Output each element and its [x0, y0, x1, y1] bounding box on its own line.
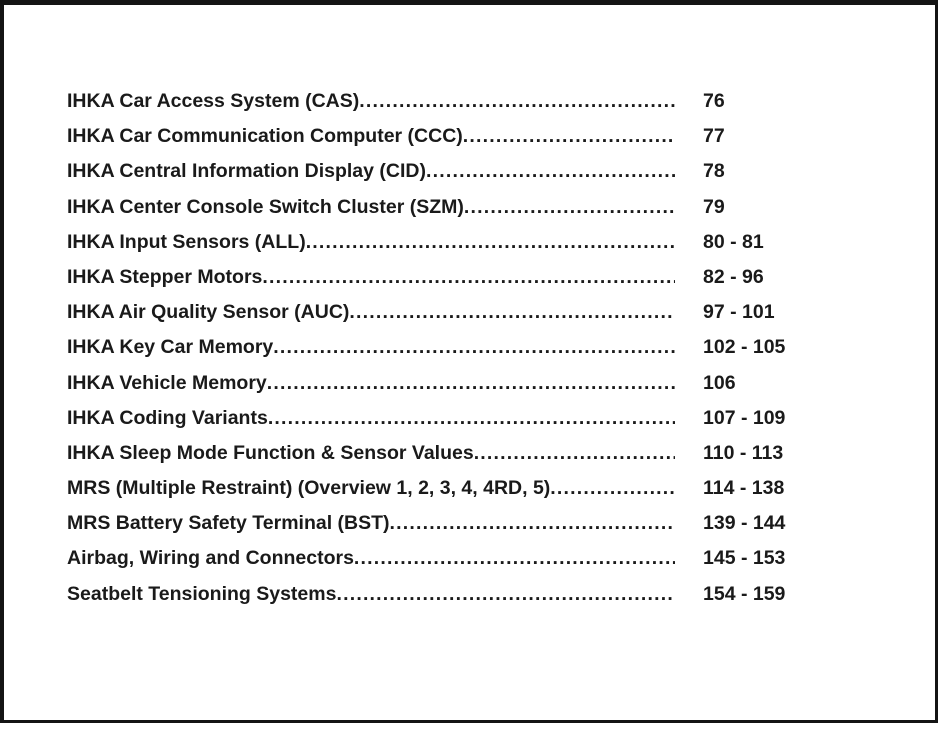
toc-entry-title: IHKA Car Access System (CAS) [67, 90, 360, 112]
toc-entry-pages: 154 - 159 [703, 582, 786, 605]
toc-leader-dots: ........................................… [550, 477, 675, 500]
toc-entry-left: IHKA Air Quality Sensor (AUC) ..........… [67, 295, 703, 330]
toc-entry-pages: 102 - 105 [703, 336, 786, 359]
toc-entry-left: IHKA Car Communication Computer (CCC) ..… [67, 119, 703, 154]
toc-entry-left: MRS (Multiple Restraint) (Overview 1, 2,… [67, 471, 703, 506]
toc-entry: IHKA Key Car Memory ....................… [67, 330, 882, 365]
toc-entry-left: IHKA Input Sensors (ALL) ...............… [67, 225, 703, 260]
toc-entry-pages: 106 [703, 371, 736, 394]
toc-entry: IHKA Air Quality Sensor (AUC) ..........… [67, 295, 882, 330]
toc-leader-dots: ........................................… [267, 406, 675, 429]
toc-entry: IHKA Center Console Switch Cluster (SZM)… [67, 190, 882, 225]
toc-entry: MRS Battery Safety Terminal (BST) ......… [67, 506, 882, 541]
toc-entry: Airbag, Wiring and Connectors ..........… [67, 541, 882, 576]
toc-entry-title: Airbag, Wiring and Connectors [67, 547, 354, 570]
toc-entry-pages: 114 - 138 [703, 477, 785, 500]
toc-entry-left: IHKA Key Car Memory ....................… [67, 330, 703, 365]
toc-entry: IHKA Coding Variants ...................… [67, 401, 882, 436]
toc-entry-left: IHKA Sleep Mode Function & Sensor Values… [67, 436, 703, 471]
toc-entry-pages: 79 [703, 195, 725, 218]
toc-leader-dots: ........................................… [462, 125, 675, 148]
toc-entry-left: IHKA Car Access System (CAS) ...........… [67, 84, 703, 119]
toc-entry: IHKA Vehicle Memory ....................… [67, 366, 882, 401]
toc-entry-pages: 80 - 81 [703, 230, 764, 253]
toc-entry-pages: 145 - 153 [703, 547, 786, 570]
toc-entry-title: IHKA Sleep Mode Function & Sensor Values [67, 441, 474, 464]
toc-entry-title: Seatbelt Tensioning Systems [67, 582, 337, 605]
toc-entry-title: IHKA Central Information Display (CID) [67, 160, 426, 183]
toc-leader-dots: ........................................… [336, 582, 675, 605]
toc-entry-left: MRS Battery Safety Terminal (BST) ......… [67, 506, 703, 541]
toc-entry-left: IHKA Coding Variants ...................… [67, 401, 703, 436]
toc-entry-pages: 77 [703, 125, 725, 148]
toc-leader-dots: ........................................… [463, 195, 675, 218]
toc-entry-pages: 78 [703, 160, 725, 183]
toc-leader-dots: ........................................… [425, 160, 675, 183]
toc-entry: IHKA Car Access System (CAS) ...........… [67, 84, 882, 119]
toc-entry-pages: 76 [703, 90, 725, 112]
toc-entry-title: MRS (Multiple Restraint) (Overview 1, 2,… [67, 477, 551, 500]
toc-entry-pages: 82 - 96 [703, 265, 764, 288]
toc-entry-title: IHKA Stepper Motors [67, 265, 263, 288]
toc-entry-pages: 107 - 109 [703, 406, 786, 429]
toc-entry-title: IHKA Vehicle Memory [67, 371, 267, 394]
toc-entry-left: IHKA Center Console Switch Cluster (SZM)… [67, 190, 703, 225]
toc-entry-title: IHKA Car Communication Computer (CCC) [67, 125, 463, 148]
toc-entry: IHKA Car Communication Computer (CCC) ..… [67, 119, 882, 154]
toc-entry-pages: 139 - 144 [703, 512, 786, 535]
toc-entry: Seatbelt Tensioning Systems ............… [67, 577, 882, 612]
toc-entry-left: IHKA Vehicle Memory ....................… [67, 366, 703, 401]
toc-leader-dots: ........................................… [389, 512, 675, 535]
toc-entry-title: IHKA Key Car Memory [67, 336, 274, 359]
toc-entry: IHKA Stepper Motors ....................… [67, 260, 882, 295]
toc-leader-dots: ........................................… [353, 547, 675, 570]
toc-entry-title: IHKA Air Quality Sensor (AUC) [67, 301, 350, 324]
toc-entry: MRS (Multiple Restraint) (Overview 1, 2,… [67, 471, 882, 506]
toc-entry-title: IHKA Input Sensors (ALL) [67, 230, 306, 253]
toc-entry-pages: 97 - 101 [703, 301, 775, 324]
toc-entry: IHKA Central Information Display (CID) .… [67, 154, 882, 189]
toc-leader-dots: ........................................… [305, 230, 675, 253]
toc-entry-title: MRS Battery Safety Terminal (BST) [67, 512, 390, 535]
toc-entry-title: IHKA Coding Variants [67, 406, 268, 429]
toc-entry-left: Seatbelt Tensioning Systems ............… [67, 577, 703, 612]
toc-leader-dots: ........................................… [473, 441, 675, 464]
toc-entry-title: IHKA Center Console Switch Cluster (SZM) [67, 195, 464, 218]
toc-leader-dots: ........................................… [359, 90, 675, 112]
toc-entry-pages: 110 - 113 [703, 441, 784, 464]
toc-entry-left: Airbag, Wiring and Connectors ..........… [67, 541, 703, 576]
toc-leader-dots: ........................................… [262, 265, 675, 288]
toc-leader-dots: ........................................… [266, 371, 675, 394]
toc-entry-left: IHKA Stepper Motors ....................… [67, 260, 703, 295]
table-of-contents: IHKA Car Access System (CAS) ...........… [67, 84, 882, 612]
toc-entry: IHKA Input Sensors (ALL) ...............… [67, 225, 882, 260]
toc-leader-dots: ........................................… [349, 301, 675, 324]
toc-entry-left: IHKA Central Information Display (CID) .… [67, 154, 703, 189]
toc-entry: IHKA Sleep Mode Function & Sensor Values… [67, 436, 882, 471]
toc-leader-dots: ........................................… [273, 336, 675, 359]
